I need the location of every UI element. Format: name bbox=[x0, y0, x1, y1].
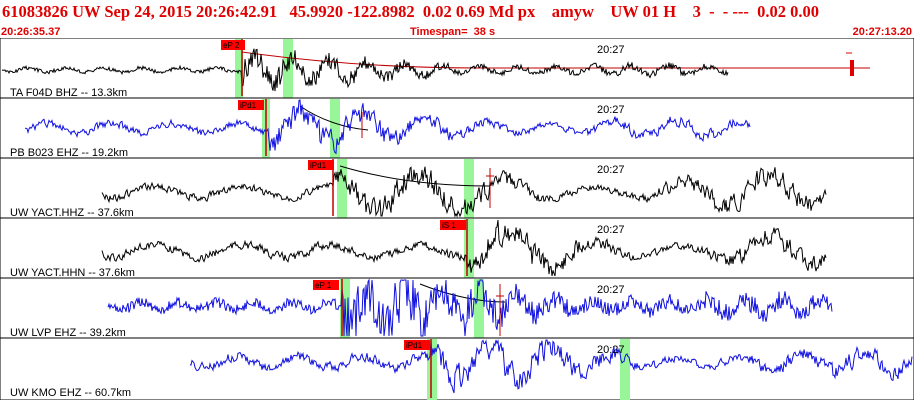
pick-box[interactable] bbox=[313, 280, 339, 290]
waveform bbox=[25, 99, 751, 155]
highlight-window bbox=[235, 39, 243, 98]
pick-marker bbox=[850, 60, 854, 76]
pick-label: eP 2 bbox=[223, 41, 240, 50]
station-label: UW KMO EHZ -- 60.7km bbox=[10, 387, 131, 399]
timespan-label: Timespan= 38 s bbox=[410, 26, 496, 38]
station-label: UW LVP EHZ -- 39.2km bbox=[10, 327, 126, 339]
trace-panel[interactable]: iPd1 20:27 PB B023 EHZ -- 19.2km bbox=[0, 97, 914, 159]
time-mark: 20:27 bbox=[597, 104, 625, 116]
waveform bbox=[1, 48, 729, 92]
pick-box[interactable] bbox=[238, 100, 264, 110]
model-curve bbox=[339, 165, 491, 187]
time-mark: 20:27 bbox=[597, 44, 625, 56]
waveform bbox=[101, 219, 827, 277]
station-label: PB B023 EHZ -- 19.2km bbox=[10, 147, 128, 159]
seismogram-panels[interactable]: eP 2 20:27 TA F04D BHZ -- 13.3km iPd1 20… bbox=[0, 38, 914, 400]
pick-label: iPd1 bbox=[310, 161, 327, 170]
trace-panel[interactable]: iPd1 20:27 UW KMO EHZ -- 60.7km bbox=[0, 337, 914, 400]
waveform bbox=[107, 278, 833, 337]
model-curve bbox=[419, 283, 506, 303]
pick-label: iPd1 bbox=[240, 101, 257, 110]
highlight-window bbox=[337, 159, 347, 218]
highlight-window bbox=[464, 219, 474, 278]
pick-box[interactable] bbox=[404, 340, 430, 350]
end-time: 20:27:13.20 bbox=[852, 26, 912, 38]
highlight-window bbox=[464, 159, 474, 218]
panel-frame bbox=[0, 277, 914, 339]
time-mark: 20:27 bbox=[597, 164, 625, 176]
time-mark: 20:27 bbox=[597, 284, 625, 296]
time-mark: 20:27 bbox=[597, 344, 625, 356]
trace-panel[interactable]: iS 1 20:27 UW YACT.HHN -- 37.6km bbox=[0, 217, 914, 279]
trace-panel[interactable]: eP 1 20:27 UW LVP EHZ -- 39.2km bbox=[0, 277, 914, 339]
highlight-window bbox=[620, 339, 630, 400]
panel-frame bbox=[0, 97, 914, 159]
station-label: UW YACT.HHZ -- 37.6km bbox=[10, 207, 134, 219]
station-label: TA F04D BHZ -- 13.3km bbox=[10, 87, 127, 99]
trace-panel[interactable]: eP 2 20:27 TA F04D BHZ -- 13.3km bbox=[0, 38, 914, 99]
pick-box[interactable] bbox=[308, 160, 334, 170]
pick-box[interactable] bbox=[221, 40, 245, 50]
trace-panel[interactable]: iPd1 20:27 UW YACT.HHZ -- 37.6km bbox=[0, 157, 914, 219]
highlight-window bbox=[330, 99, 340, 158]
event-header: 61083826 UW Sep 24, 2015 20:26:42.91 45.… bbox=[0, 0, 914, 40]
pick-box[interactable] bbox=[440, 220, 466, 230]
event-summary: 61083826 UW Sep 24, 2015 20:26:42.91 45.… bbox=[2, 2, 820, 21]
highlight-window bbox=[427, 339, 437, 400]
station-label: UW YACT.HHN -- 37.6km bbox=[10, 267, 135, 279]
pick-label: iPd1 bbox=[406, 341, 423, 350]
highlight-window bbox=[283, 39, 293, 98]
pick-label: eP 1 bbox=[315, 281, 332, 290]
model-curve bbox=[241, 51, 870, 69]
time-mark: 20:27 bbox=[597, 224, 625, 236]
start-time: 20:26:35.37 bbox=[1, 26, 61, 38]
waveform bbox=[189, 339, 913, 394]
waveform bbox=[101, 166, 827, 218]
highlight-window bbox=[474, 279, 484, 338]
pick-label: iS 1 bbox=[442, 221, 456, 230]
